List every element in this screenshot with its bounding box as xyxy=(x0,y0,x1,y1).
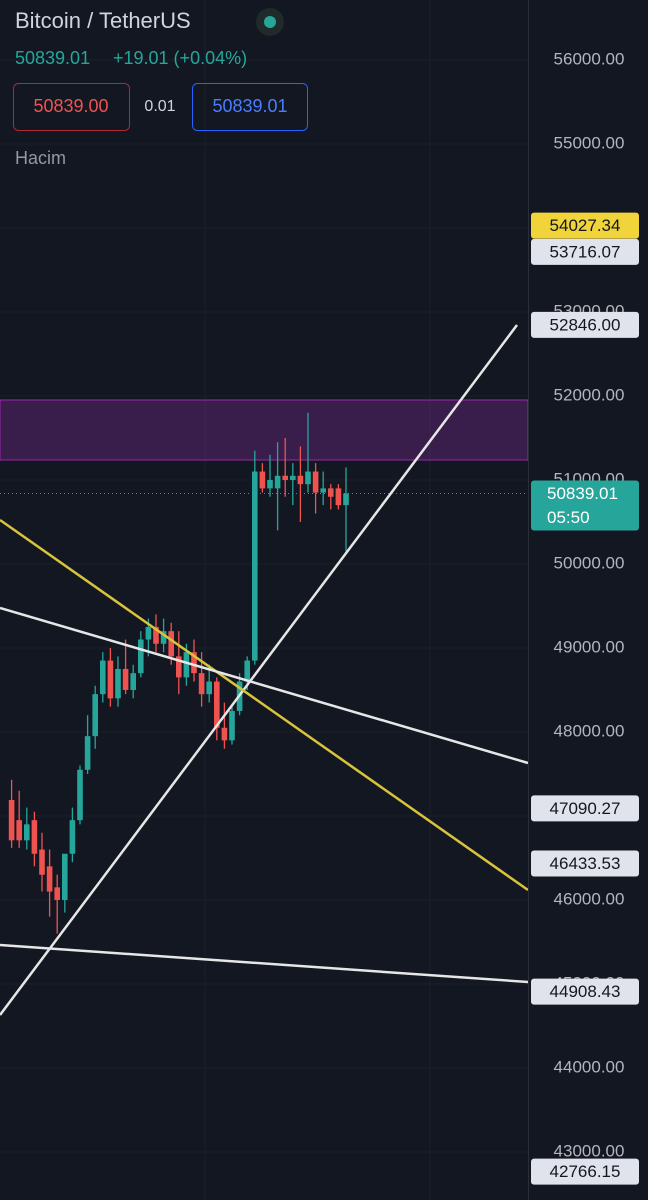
y-tick-label: 49000.00 xyxy=(554,637,625,656)
last-price-badge xyxy=(531,480,639,531)
header: Bitcoin / TetherUS 50839.01 +19.01 (+0.0… xyxy=(13,8,308,168)
last-price-label: 50839.01 xyxy=(547,484,618,503)
candle-body xyxy=(130,673,136,690)
candle-body xyxy=(176,656,182,678)
candle-body xyxy=(77,769,83,821)
price-badge-label: 46433.53 xyxy=(550,854,621,873)
candle-body xyxy=(54,887,60,900)
candle-body xyxy=(244,660,250,682)
candle-body xyxy=(320,488,326,493)
y-tick-label: 46000.00 xyxy=(554,889,625,908)
symbol-title: Bitcoin / TetherUS xyxy=(15,8,191,33)
candle-body xyxy=(100,660,106,695)
y-tick-label: 44000.00 xyxy=(554,1057,625,1076)
candle-body xyxy=(69,820,76,854)
price-badge xyxy=(531,978,639,1005)
candle-body xyxy=(153,626,159,644)
price-badge xyxy=(531,850,639,877)
buy-button[interactable] xyxy=(192,83,308,131)
candle-body xyxy=(297,475,304,485)
candle-body xyxy=(92,694,98,737)
candle-body xyxy=(62,853,68,900)
candle-body xyxy=(282,475,288,480)
y-tick-label: 48000.00 xyxy=(554,721,625,740)
zone-rectangle xyxy=(0,399,529,461)
ask-price: 50839.01 xyxy=(212,96,287,116)
trend-line xyxy=(0,606,529,765)
volume-label: Hacim xyxy=(15,148,66,168)
price-badge-label: 44908.43 xyxy=(550,982,621,1001)
drawings xyxy=(0,324,529,1016)
bid-price: 50839.00 xyxy=(33,96,108,116)
candles xyxy=(8,412,349,934)
candle-body xyxy=(107,660,114,699)
y-tick-label: 52000.00 xyxy=(554,385,625,404)
candle-body xyxy=(16,820,22,841)
candle-body xyxy=(335,488,342,506)
candle-body xyxy=(122,668,129,690)
price-change: +19.01 (+0.04%) xyxy=(113,48,247,68)
price-badge xyxy=(531,1158,639,1185)
price-badges: 54027.34 53716.07 52846.00 47090.27 46433.53… xyxy=(0,212,639,1185)
candle-body xyxy=(259,471,266,489)
price-badge-label: 54027.34 xyxy=(550,216,621,235)
candle-body xyxy=(328,488,334,497)
candle-body xyxy=(168,631,174,657)
candle-body xyxy=(305,471,311,485)
price-badge xyxy=(531,238,639,265)
y-tick-label: 43000.00 xyxy=(554,1141,625,1160)
price-badge-label: 47090.27 xyxy=(550,799,621,818)
price-badge-label: 42766.15 xyxy=(550,1162,621,1181)
trend-line xyxy=(0,943,529,984)
candle-body xyxy=(31,820,38,854)
candle-body xyxy=(229,710,235,741)
candle-body xyxy=(252,471,258,661)
candle-body xyxy=(138,639,144,674)
price-badge-label: 53716.07 xyxy=(550,242,621,261)
price-badge xyxy=(531,212,639,239)
status-dot xyxy=(264,16,276,28)
y-tick-label: 55000.00 xyxy=(554,133,625,152)
trend-line xyxy=(0,518,529,892)
countdown-label: 05:50 xyxy=(547,508,590,527)
candle-body xyxy=(39,849,45,875)
trend-line xyxy=(0,324,519,1016)
grid xyxy=(0,59,528,1153)
candle-body xyxy=(8,800,15,841)
candle-body xyxy=(183,652,190,678)
candle-body xyxy=(84,736,91,770)
spread: 0.01 xyxy=(144,98,175,115)
price-badge xyxy=(531,311,639,338)
candle-body xyxy=(145,626,152,640)
last-price: 50839.01 xyxy=(15,48,90,68)
candle-body xyxy=(115,668,121,699)
candle-body xyxy=(198,673,205,695)
candle-body xyxy=(312,471,319,493)
price-badge-label: 52846.00 xyxy=(550,315,621,334)
y-tick-label: 50000.00 xyxy=(554,553,625,572)
sell-button[interactable] xyxy=(13,83,130,131)
candle-body xyxy=(267,479,273,489)
candle-body xyxy=(290,475,296,480)
candle-body xyxy=(24,824,30,841)
candle-body xyxy=(343,493,349,506)
candle-body xyxy=(46,866,53,892)
candle-body xyxy=(274,475,281,489)
candle-body xyxy=(214,681,220,728)
candle-body xyxy=(206,681,212,695)
candle-body xyxy=(160,631,167,644)
candle-body xyxy=(221,727,228,741)
y-tick-label: 56000.00 xyxy=(554,49,625,68)
price-badge xyxy=(531,795,639,822)
candle-body xyxy=(191,652,197,674)
